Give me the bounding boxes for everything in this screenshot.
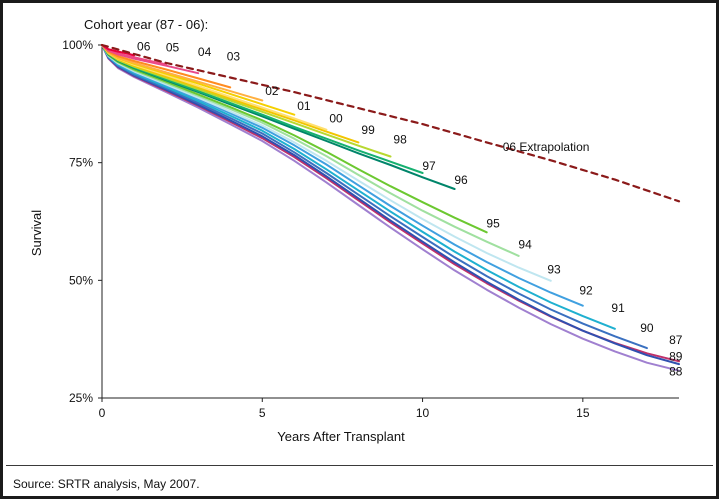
y-tick-label: 75%: [69, 156, 93, 170]
series-label-91: 91: [611, 301, 625, 315]
series-label-92: 92: [579, 284, 593, 298]
series-label-99: 99: [361, 123, 375, 137]
series-label-97: 97: [422, 159, 436, 173]
y-tick-label: 50%: [69, 273, 93, 287]
chart-svg: Cohort year (87 - 06): Survival Years Af…: [29, 17, 683, 444]
series-label-95: 95: [486, 217, 500, 231]
source-note: Source: SRTR analysis, May 2007.: [13, 477, 200, 491]
series-label-03: 03: [227, 50, 241, 64]
series-label-90: 90: [640, 321, 654, 335]
x-tick-label: 5: [259, 406, 266, 420]
series-line-06-extrapolation: [100, 43, 681, 203]
series-label-94: 94: [518, 237, 532, 251]
footer-divider: [6, 465, 713, 466]
y-tick-label: 100%: [62, 38, 93, 52]
series-label-06-extrapolation: 06 Extrapolation: [503, 140, 590, 154]
x-axis-label: Years After Transplant: [277, 429, 405, 444]
chart-title: Cohort year (87 - 06):: [84, 17, 208, 32]
series-label-88: 88: [669, 364, 683, 378]
x-tick-label: 15: [576, 406, 590, 420]
x-tick-label: 10: [416, 406, 430, 420]
series-label-98: 98: [393, 132, 407, 146]
series-layer: [100, 43, 681, 372]
x-tick-label: 0: [99, 406, 106, 420]
series-label-04: 04: [198, 45, 212, 59]
y-axis-label: Survival: [29, 210, 44, 256]
series-label-01: 01: [297, 99, 311, 113]
series-label-96: 96: [454, 173, 468, 187]
series-line-90: [101, 44, 648, 350]
axes: 25%50%75%100%0 5 10 15: [62, 38, 679, 420]
series-line-06: [101, 44, 136, 57]
series-label-00: 00: [329, 112, 343, 126]
y-tick-label: 25%: [69, 391, 93, 405]
series-labels: 06 Extrapolation 06 05 04 03 02 01 00 99 98 97 96 95…: [137, 40, 683, 379]
series-label-93: 93: [547, 262, 561, 276]
series-label-02: 02: [265, 84, 279, 98]
series-label-06: 06: [137, 40, 151, 54]
series-label-87: 87: [669, 333, 683, 347]
series-label-89: 89: [669, 349, 683, 363]
series-label-05: 05: [166, 41, 180, 55]
